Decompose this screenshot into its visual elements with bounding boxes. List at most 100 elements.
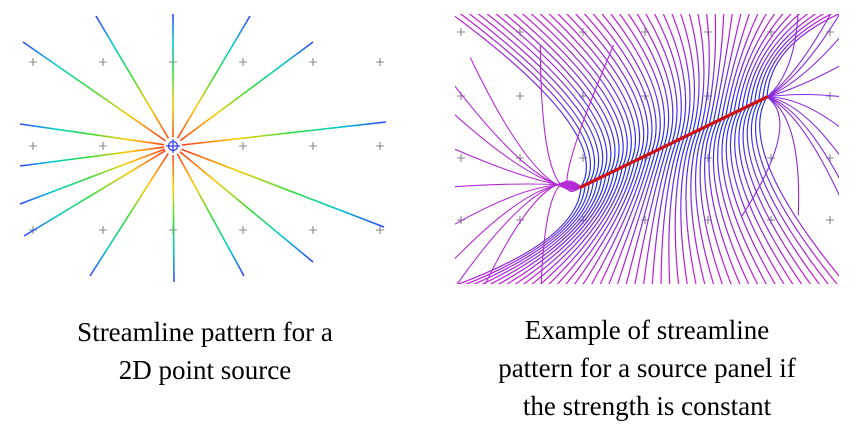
streamline — [745, 14, 801, 108]
streamline — [22, 41, 167, 142]
streamline — [531, 168, 619, 284]
grid-cross — [376, 142, 384, 150]
streamline — [455, 184, 582, 225]
streamline — [504, 14, 612, 176]
point-source-caption: Streamline pattern for a 2D point source — [20, 313, 390, 389]
streamline — [601, 14, 657, 154]
streamline — [627, 14, 670, 148]
streamline — [733, 14, 776, 114]
caption-line: Streamline pattern for a — [77, 317, 333, 347]
streamline — [522, 170, 615, 284]
streamline — [539, 166, 623, 284]
grid-cross — [99, 142, 107, 150]
streamline — [741, 14, 792, 110]
streamline — [172, 154, 175, 283]
streamline — [591, 154, 648, 284]
streamline — [766, 14, 832, 98]
streamline — [530, 14, 624, 170]
grid-cross — [457, 216, 465, 224]
caption-line: the strength is constant — [522, 391, 772, 421]
streamline — [704, 14, 717, 128]
streamline — [688, 14, 700, 134]
streamline — [699, 124, 723, 284]
streamline — [685, 130, 698, 284]
streamline — [592, 14, 653, 156]
caption-line: pattern for a source panel if — [498, 353, 796, 383]
streamline — [651, 140, 677, 284]
streamline — [539, 14, 628, 168]
streamline — [489, 178, 599, 284]
streamline — [464, 184, 586, 284]
streamline — [484, 181, 582, 284]
streamline — [680, 14, 696, 136]
streamline — [766, 96, 839, 156]
grid-cross — [516, 92, 524, 100]
grid-cross — [309, 226, 317, 234]
source-panel-caption: Example of streamline pattern for a sour… — [452, 311, 842, 425]
streamline — [737, 14, 784, 112]
streamline — [708, 120, 741, 284]
streamline — [625, 146, 665, 284]
streamline — [741, 96, 781, 217]
streamline — [680, 132, 694, 284]
streamline — [456, 182, 582, 284]
streamline — [548, 164, 628, 284]
point-source-marker — [166, 139, 180, 153]
grid-cross — [457, 28, 465, 36]
streamline — [762, 14, 833, 100]
streamline — [512, 14, 616, 174]
streamline — [455, 183, 582, 260]
streamline — [759, 96, 839, 277]
grid-cross — [29, 58, 37, 66]
streamline — [766, 14, 799, 98]
streamline — [497, 176, 603, 284]
grid-cross — [239, 226, 247, 234]
source-panel-streamline-plot — [455, 14, 839, 284]
streamline — [514, 172, 611, 284]
streamline — [473, 182, 590, 284]
streamline — [599, 152, 652, 284]
streamline — [557, 14, 637, 164]
streamline — [455, 183, 582, 188]
caption-line: 2D point source — [118, 355, 292, 385]
streamline — [766, 93, 839, 98]
streamline — [459, 14, 591, 186]
streamline — [734, 108, 794, 284]
streamline — [690, 128, 706, 284]
streamline — [716, 14, 742, 122]
streamline — [634, 144, 669, 284]
streamline — [643, 142, 673, 284]
streamline — [725, 112, 776, 284]
streamline — [750, 100, 829, 284]
streamline — [766, 14, 839, 98]
streamline — [176, 15, 251, 139]
grid-cross — [457, 154, 465, 162]
streamline — [754, 14, 817, 104]
streamline — [179, 151, 314, 263]
streamline — [717, 116, 759, 284]
streamline — [19, 146, 165, 167]
grid-cross — [579, 28, 587, 36]
streamline — [660, 138, 681, 284]
streamline — [610, 14, 661, 152]
streamline — [566, 44, 615, 192]
streamline — [738, 106, 803, 284]
streamline — [766, 96, 839, 128]
streamline — [565, 160, 636, 284]
streamline — [548, 14, 632, 166]
streamline — [721, 114, 767, 284]
streamline — [636, 14, 674, 146]
streamline — [725, 14, 759, 118]
streamline — [766, 14, 839, 98]
streamlines — [455, 14, 839, 284]
streamline — [583, 14, 649, 158]
streamline — [700, 14, 710, 130]
streamline — [674, 134, 690, 284]
streamline — [566, 14, 641, 162]
streamline — [742, 104, 812, 284]
streamline — [95, 15, 170, 139]
streamline — [662, 14, 687, 140]
streamline — [506, 174, 607, 284]
streamline — [456, 186, 582, 284]
streamline — [540, 180, 582, 284]
